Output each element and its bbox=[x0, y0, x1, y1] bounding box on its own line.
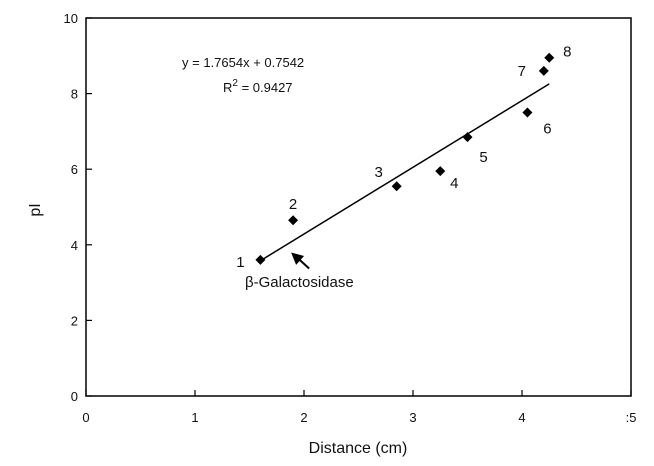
plot-area-frame bbox=[85, 17, 632, 397]
annotation-label: β-Galactosidase bbox=[245, 274, 354, 291]
y-tick-label: 10 bbox=[64, 11, 78, 26]
annotation-arrow bbox=[291, 252, 310, 270]
point-label-5: 5 bbox=[479, 149, 487, 166]
y-axis-title: pI bbox=[27, 203, 44, 216]
x-tick-label: 1 bbox=[191, 410, 198, 425]
x-axis-title: Distance (cm) bbox=[309, 440, 408, 457]
annotation-arrow-head bbox=[291, 252, 305, 265]
point-labels: 1 2 3 4 5 6 7 8 bbox=[236, 44, 571, 271]
point-label-4: 4 bbox=[450, 175, 458, 192]
r-squared-exponent: 2 bbox=[232, 78, 238, 89]
data-point-7 bbox=[538, 65, 549, 76]
data-point-6 bbox=[522, 107, 533, 118]
r-squared-prefix: R bbox=[223, 80, 232, 95]
point-label-1: 1 bbox=[236, 254, 244, 271]
data-point-4 bbox=[435, 166, 446, 177]
data-points bbox=[255, 52, 555, 265]
y-tick-label: 2 bbox=[71, 313, 78, 328]
data-point-2 bbox=[288, 215, 299, 226]
x-tick-label: 2 bbox=[300, 410, 307, 425]
x-tick-label: 3 bbox=[409, 410, 416, 425]
y-axis-ticks: 0 2 4 6 8 10 bbox=[64, 11, 92, 404]
point-label-7: 7 bbox=[518, 63, 526, 80]
r-squared-value: = 0.9427 bbox=[238, 80, 293, 95]
trendline-equation: y = 1.7654x + 0.7542 bbox=[182, 55, 304, 70]
data-point-8 bbox=[544, 52, 555, 63]
trendline bbox=[260, 83, 550, 262]
point-label-3: 3 bbox=[374, 164, 382, 181]
y-tick-label: 8 bbox=[71, 87, 78, 102]
x-tick-label: :5 bbox=[626, 410, 637, 425]
data-point-5 bbox=[462, 132, 473, 143]
data-point-3 bbox=[391, 181, 402, 192]
r-squared-text: R2 = 0.9427 bbox=[223, 78, 293, 95]
point-label-2: 2 bbox=[289, 196, 297, 213]
y-tick-label: 0 bbox=[71, 389, 78, 404]
y-tick-label: 6 bbox=[71, 162, 78, 177]
point-label-8: 8 bbox=[563, 44, 571, 61]
y-tick-label: 4 bbox=[71, 238, 78, 253]
x-axis-ticks: 0 1 2 3 4 :5 bbox=[82, 390, 636, 425]
x-tick-label: 0 bbox=[82, 410, 89, 425]
point-label-6: 6 bbox=[543, 121, 551, 138]
data-point-1 bbox=[255, 254, 266, 265]
x-tick-label: 4 bbox=[518, 410, 525, 425]
